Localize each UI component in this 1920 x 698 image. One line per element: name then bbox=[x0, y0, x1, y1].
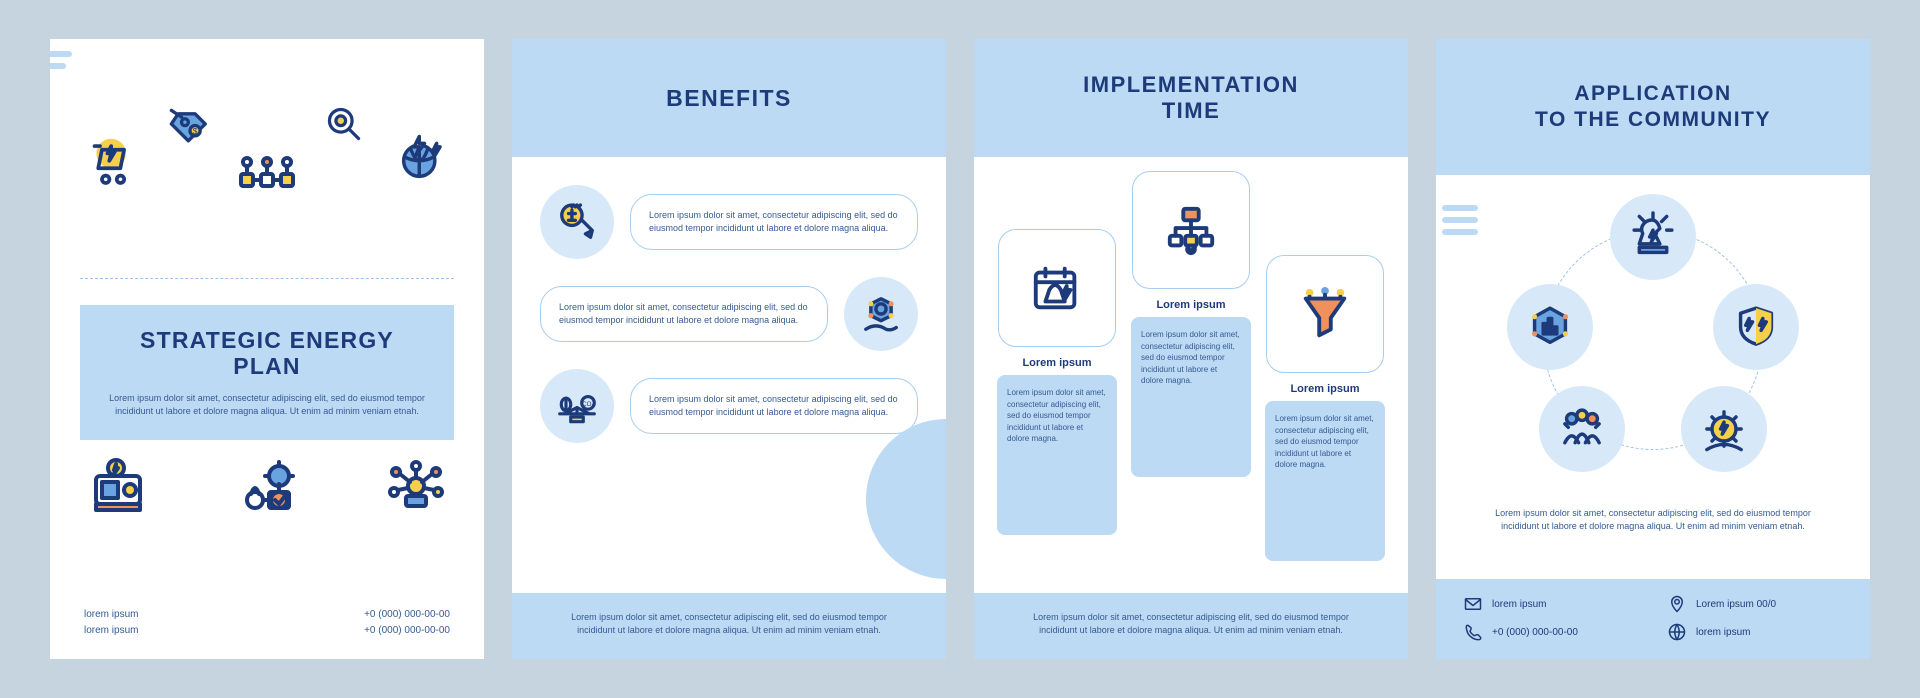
panel-benefits: BENEFITS Lorem ipsum dolor sit amet, con… bbox=[512, 39, 946, 659]
globe-energy-icon bbox=[391, 129, 451, 189]
community-subtitle: Lorem ipsum dolor sit amet, consectetur … bbox=[1436, 505, 1870, 533]
network-hub-icon bbox=[386, 458, 446, 518]
impl-columns: Lorem ipsum Lorem ipsum dolor sit amet, … bbox=[974, 157, 1408, 561]
phone-icon bbox=[1464, 623, 1482, 641]
main-title: STRATEGIC ENERGY PLAN bbox=[106, 327, 428, 380]
main-subtitle: Lorem ipsum dolor sit amet, consectetur … bbox=[106, 392, 428, 418]
process-chain-icon bbox=[237, 144, 297, 204]
impl-label: Lorem ipsum bbox=[1131, 299, 1251, 311]
impl-title: IMPLEMENTATIONTIME bbox=[1083, 72, 1299, 125]
strategy-gear-icon bbox=[237, 458, 297, 518]
cost-down-icon bbox=[540, 185, 614, 259]
contact-footer: lorem ipsumlorem ipsum +0 (000) 000-00-0… bbox=[50, 593, 484, 659]
eco-balance-icon bbox=[540, 369, 614, 443]
impl-col: Lorem ipsum Lorem ipsum dolor sit amet, … bbox=[1265, 255, 1385, 561]
funnel-icon bbox=[1266, 255, 1384, 373]
community-contacts: lorem ipsum Lorem ipsum 00/0 +0 (000) 00… bbox=[1436, 579, 1870, 659]
org-tree-icon bbox=[1132, 171, 1250, 289]
generator-icon bbox=[88, 458, 148, 518]
contact-phone: +0 (000) 000-00-00 bbox=[1464, 623, 1638, 641]
community-header: APPLICATIONTO THE COMMUNITY bbox=[1436, 39, 1870, 175]
impl-text: Lorem ipsum dolor sit amet, consectetur … bbox=[997, 375, 1117, 535]
impl-header: IMPLEMENTATIONTIME bbox=[974, 39, 1408, 157]
benefits-list: Lorem ipsum dolor sit amet, consectetur … bbox=[512, 157, 946, 443]
hex-chart-icon bbox=[1507, 284, 1593, 370]
panel-community: APPLICATIONTO THE COMMUNITY Lorem ipsum … bbox=[1436, 39, 1870, 659]
chess-energy-icon bbox=[1610, 194, 1696, 280]
title-block: STRATEGIC ENERGY PLAN Lorem ipsum dolor … bbox=[80, 305, 454, 440]
shield-energy-icon bbox=[1713, 284, 1799, 370]
impl-col: Lorem ipsum Lorem ipsum dolor sit amet, … bbox=[997, 229, 1117, 561]
mail-icon bbox=[1464, 595, 1482, 613]
community-title: APPLICATIONTO THE COMMUNITY bbox=[1535, 81, 1771, 134]
hero-illustration bbox=[50, 39, 484, 279]
impl-label: Lorem ipsum bbox=[1265, 383, 1385, 395]
cart-energy-icon bbox=[83, 129, 143, 189]
deco-circle bbox=[866, 419, 946, 579]
benefit-item: Lorem ipsum dolor sit amet, consectetur … bbox=[540, 185, 918, 259]
contact-web: lorem ipsum bbox=[1668, 623, 1842, 641]
contact-pin: Lorem ipsum 00/0 bbox=[1668, 595, 1842, 613]
community-graphic bbox=[1436, 175, 1870, 505]
footer-icon-row bbox=[50, 440, 484, 518]
panel-implementation: IMPLEMENTATIONTIME Lorem ipsum Lorem ips… bbox=[974, 39, 1408, 659]
impl-text: Lorem ipsum dolor sit amet, consectetur … bbox=[1131, 317, 1251, 477]
impl-col: Lorem ipsum Lorem ipsum dolor sit amet, … bbox=[1131, 171, 1251, 561]
pin-icon bbox=[1668, 595, 1686, 613]
calendar-plan-icon bbox=[998, 229, 1116, 347]
brochure: STRATEGIC ENERGY PLAN Lorem ipsum dolor … bbox=[50, 39, 1870, 659]
impl-label: Lorem ipsum bbox=[997, 357, 1117, 369]
panel-cover: STRATEGIC ENERGY PLAN Lorem ipsum dolor … bbox=[50, 39, 484, 659]
benefit-item: Lorem ipsum dolor sit amet, consectetur … bbox=[540, 369, 918, 443]
benefits-header: BENEFITS bbox=[512, 39, 946, 157]
impl-footer: Lorem ipsum dolor sit amet, consectetur … bbox=[974, 593, 1408, 659]
benefits-footer: Lorem ipsum dolor sit amet, consectetur … bbox=[512, 593, 946, 659]
benefits-title: BENEFITS bbox=[666, 85, 792, 112]
magnifier-icon bbox=[314, 94, 374, 154]
impl-text: Lorem ipsum dolor sit amet, consectetur … bbox=[1265, 401, 1385, 561]
people-group-icon bbox=[1539, 386, 1625, 472]
ring bbox=[1531, 218, 1775, 462]
benefit-text: Lorem ipsum dolor sit amet, consectetur … bbox=[540, 286, 828, 342]
benefit-text: Lorem ipsum dolor sit amet, consectetur … bbox=[630, 194, 918, 250]
contact-mail: lorem ipsum bbox=[1464, 595, 1638, 613]
contact-left: lorem ipsumlorem ipsum bbox=[84, 607, 138, 639]
benefit-item: Lorem ipsum dolor sit amet, consectetur … bbox=[540, 277, 918, 351]
benefit-text: Lorem ipsum dolor sit amet, consectetur … bbox=[630, 378, 918, 434]
price-tag-icon bbox=[160, 99, 220, 159]
web-icon bbox=[1668, 623, 1686, 641]
hand-network-icon bbox=[844, 277, 918, 351]
contact-right: +0 (000) 000-00-00+0 (000) 000-00-00 bbox=[364, 607, 450, 639]
gear-energy-icon bbox=[1681, 386, 1767, 472]
